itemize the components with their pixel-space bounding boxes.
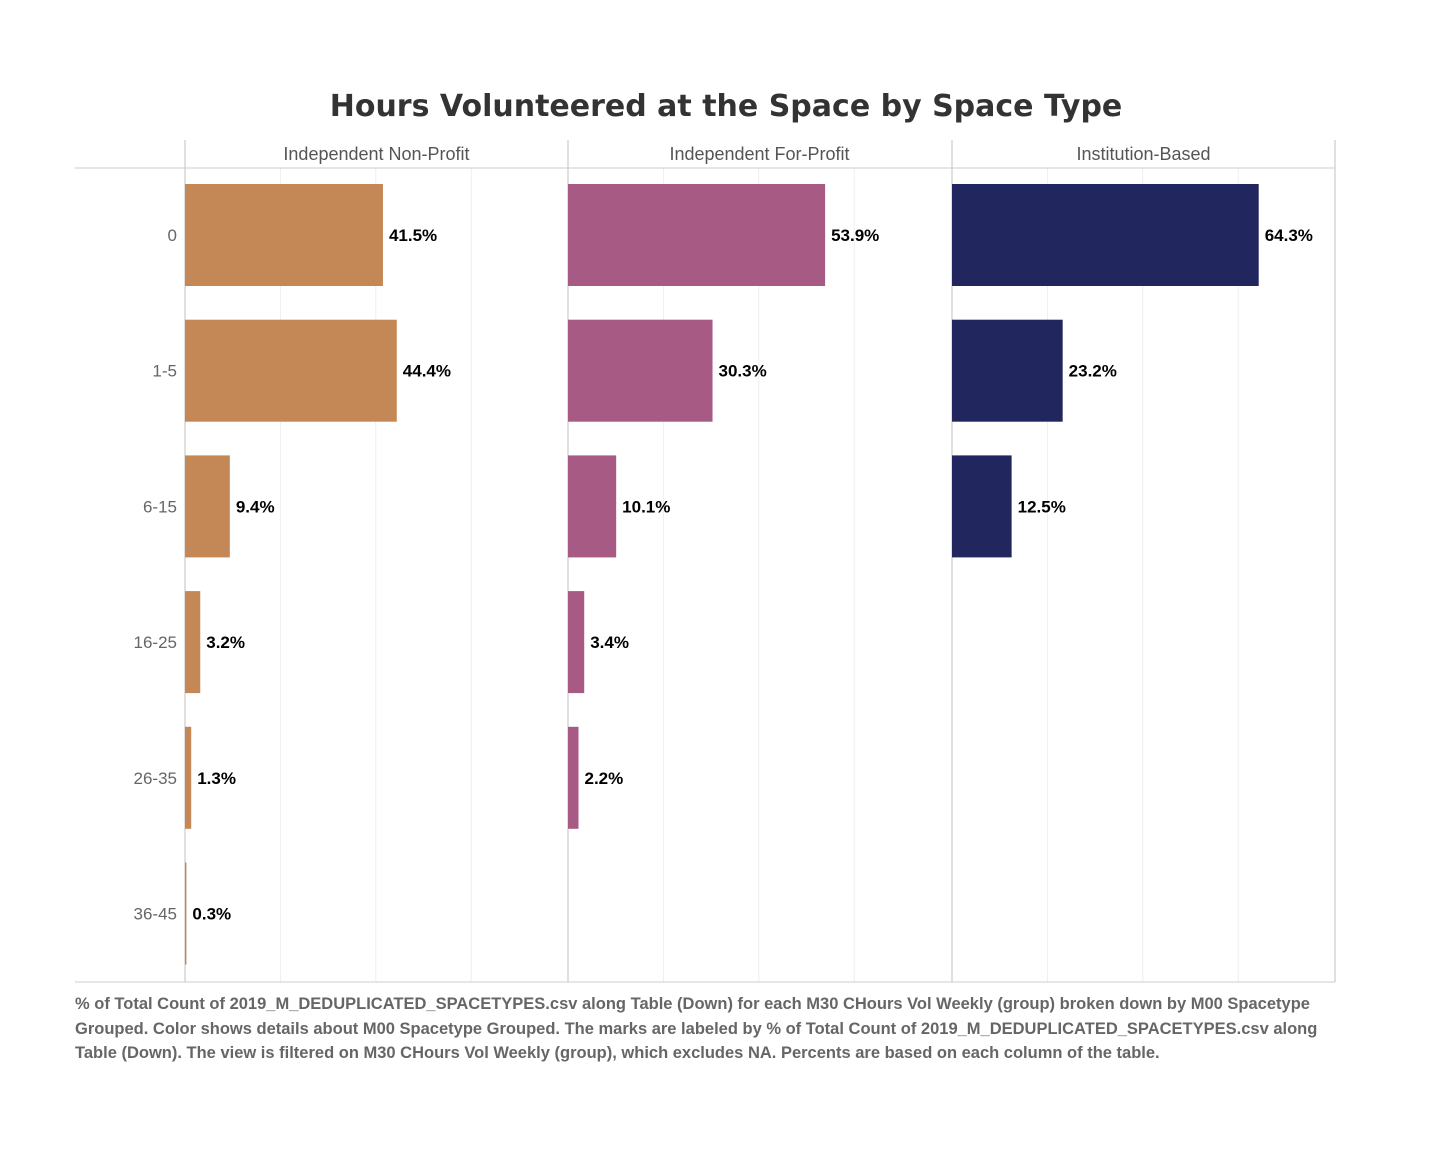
bar: [568, 591, 585, 694]
bar-value-label: 1.3%: [197, 769, 236, 788]
panel-header: Institution-Based: [1076, 144, 1210, 164]
bar-value-label: 3.2%: [206, 633, 245, 652]
bar-value-label: 9.4%: [236, 497, 275, 516]
bar-value-label: 3.4%: [590, 633, 629, 652]
panel-header: Independent Non-Profit: [283, 144, 469, 164]
bars: [185, 184, 1259, 965]
category-label: 26-35: [134, 769, 177, 788]
bar: [185, 455, 230, 558]
bar-value-label: 30.3%: [719, 362, 767, 381]
bar: [952, 319, 1063, 422]
category-label: 0: [168, 226, 177, 245]
bar-value-label: 10.1%: [622, 497, 670, 516]
bar-value-label: 0.3%: [192, 905, 231, 924]
bar: [952, 455, 1012, 558]
bar-value-label: 12.5%: [1018, 497, 1066, 516]
bar-value-label: 2.2%: [584, 769, 623, 788]
category-label: 6-15: [143, 497, 177, 516]
bar-value-label: 64.3%: [1265, 226, 1313, 245]
category-label: 16-25: [134, 633, 177, 652]
bar-value-label: 44.4%: [403, 362, 451, 381]
chart-title: Hours Volunteered at the Space by Space …: [330, 89, 1123, 124]
bar: [185, 184, 383, 286]
panel-headers: Independent Non-Profit Independent For-Pr…: [283, 144, 1210, 164]
panel-header: Independent For-Profit: [669, 144, 849, 164]
bar: [568, 184, 826, 286]
bar: [568, 455, 617, 558]
bar: [568, 726, 579, 829]
bar: [952, 184, 1259, 286]
category-label: 1-5: [152, 362, 177, 381]
bar: [185, 319, 397, 422]
chart-caption: % of Total Count of 2019_M_DEDUPLICATED_…: [75, 995, 1318, 1062]
bar-value-label: 53.9%: [831, 226, 879, 245]
value-labels: 41.5% 44.4% 9.4% 3.2% 1.3% 0.3% 53.9% 30.3% 10.1…: [192, 226, 1312, 924]
category-label: 36-45: [134, 905, 177, 924]
bar: [185, 591, 201, 694]
bar-value-label: 41.5%: [389, 226, 437, 245]
bar: [185, 862, 187, 965]
grid-layer: [279, 168, 1239, 982]
bar: [185, 726, 192, 829]
row-labels: 0 1-5 6-15 16-25 26-35 36-45: [134, 226, 177, 924]
bar-value-label: 23.2%: [1069, 362, 1117, 381]
bar: [568, 319, 713, 422]
